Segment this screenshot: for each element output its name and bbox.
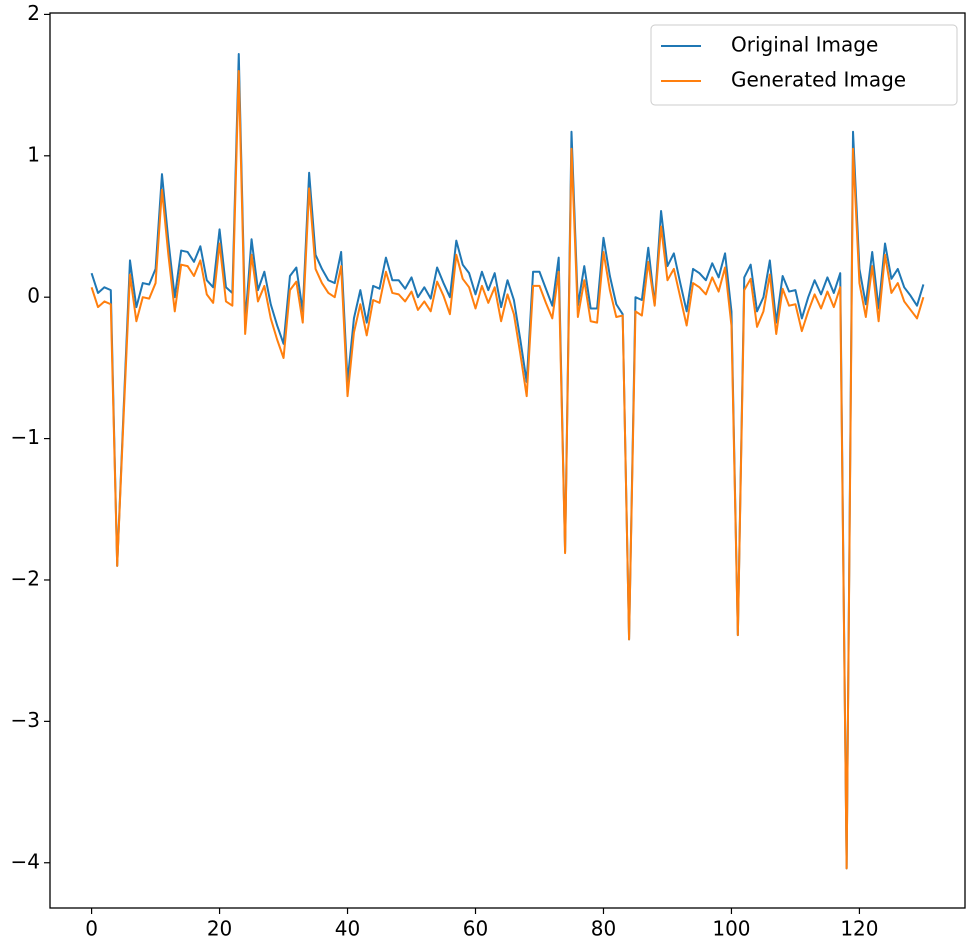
x-tick-label: 100	[712, 917, 750, 941]
x-tick-label: 40	[335, 917, 360, 941]
x-tick-label: 120	[840, 917, 878, 941]
y-tick-label: 1	[27, 142, 40, 166]
y-tick-label: 0	[27, 284, 40, 308]
legend-label: Original Image	[731, 33, 878, 57]
y-tick-label: 2	[27, 1, 40, 25]
y-tick-label: −1	[11, 425, 40, 449]
data-line	[90, 69, 925, 870]
plot-frame	[49, 12, 966, 909]
x-tick-label: 80	[591, 917, 616, 941]
data-line	[90, 53, 925, 870]
y-tick-label: −2	[11, 566, 40, 590]
y-tick-label: −4	[11, 849, 40, 873]
legend-label: Generated Image	[731, 68, 906, 92]
x-tick-label: 20	[207, 917, 232, 941]
legend-box	[650, 24, 958, 106]
y-tick-label: −3	[11, 708, 40, 732]
x-tick-label: 60	[463, 917, 488, 941]
x-tick-label: 0	[85, 917, 98, 941]
